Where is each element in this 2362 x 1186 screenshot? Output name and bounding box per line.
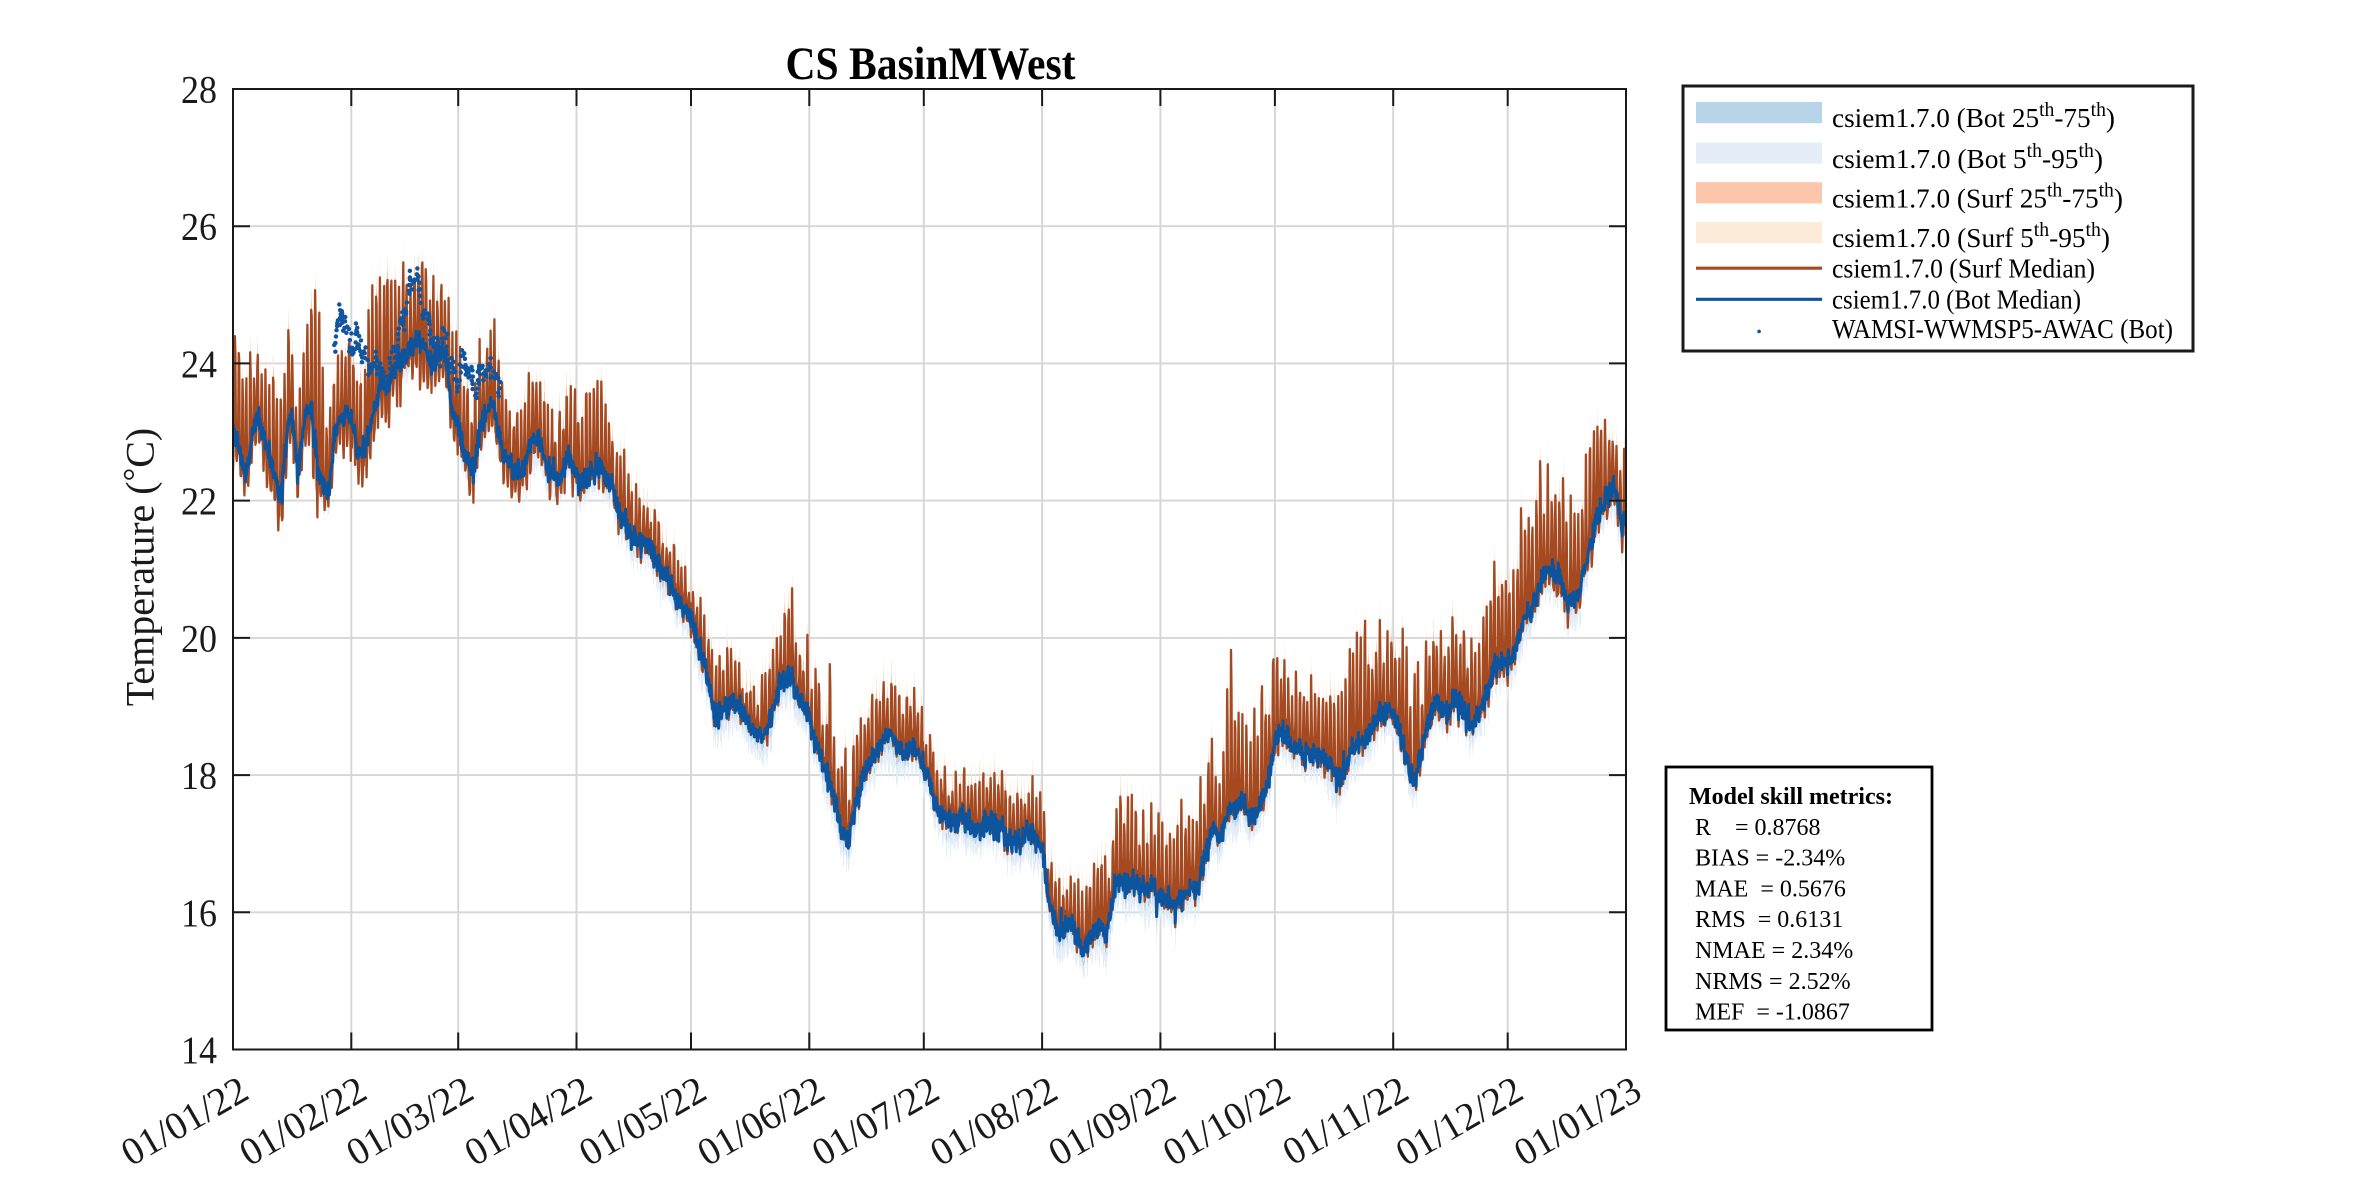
svg-text:csiem1.7.0 (Surf Median): csiem1.7.0 (Surf Median) bbox=[1832, 253, 2095, 283]
svg-text:18: 18 bbox=[181, 755, 217, 798]
svg-text:csiem1.7.0 (Surf 25th-75th): csiem1.7.0 (Surf 25 th-75th) bbox=[1832, 180, 2123, 213]
svg-text:csiem1.7.0 (Bot Median): csiem1.7.0 (Bot Median) bbox=[1832, 284, 2081, 314]
svg-text:14: 14 bbox=[181, 1029, 217, 1072]
svg-text:R = 0.8768: R = 0.8768 bbox=[1689, 815, 1821, 841]
svg-text:20: 20 bbox=[181, 617, 217, 660]
svg-text:WAMSI-WWMSP5-AWAC (Bot): WAMSI-WWMSP5-AWAC (Bot) bbox=[1832, 314, 2173, 344]
svg-text:CS BasinMWest: CS BasinMWest bbox=[786, 39, 1076, 90]
svg-text:16: 16 bbox=[181, 892, 217, 935]
svg-text:Model skill metrics:: Model skill metrics: bbox=[1689, 784, 1893, 810]
svg-text:BIAS = -2.34%: BIAS = -2.34% bbox=[1689, 846, 1845, 872]
svg-text:MAE = 0.5676: MAE = 0.5676 bbox=[1689, 876, 1846, 902]
svg-text:NRMS = 2.52%: NRMS = 2.52% bbox=[1689, 969, 1851, 995]
svg-text:RMS = 0.6131: RMS = 0.6131 bbox=[1689, 907, 1843, 933]
svg-text:csiem1.7.0 (Bot 25th-75th): csiem1.7.0 (Bot 25th-75th) bbox=[1832, 100, 2115, 133]
svg-text:csiem1.7.0 (Surf 5th-95th): csiem1.7.0 (Surf 5 th-95th) bbox=[1832, 220, 2110, 253]
svg-text:NMAE = 2.34%: NMAE = 2.34% bbox=[1689, 938, 1853, 964]
svg-text:MEF = -1.0867: MEF = -1.0867 bbox=[1689, 1000, 1850, 1026]
svg-text:24: 24 bbox=[181, 343, 217, 386]
svg-text:28: 28 bbox=[181, 69, 217, 112]
svg-text:26: 26 bbox=[181, 206, 217, 249]
svg-text:22: 22 bbox=[181, 480, 217, 523]
svg-text:csiem1.7.0 (Bot 5th-95th): csiem1.7.0 (Bot 5 th-95th) bbox=[1832, 141, 2103, 174]
